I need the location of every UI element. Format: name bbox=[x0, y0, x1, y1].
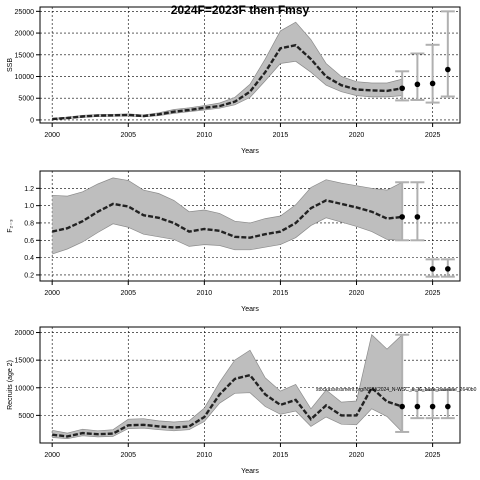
panel-1-y-tick-label-4: 20000 bbox=[15, 31, 35, 38]
page-title: 2024F=2023F then Fmsy bbox=[171, 3, 310, 17]
panel-2-y-axis-label: F₂₋₃ bbox=[7, 219, 14, 233]
panel-3-y-axis-label: Recruits (age 2) bbox=[7, 360, 14, 410]
panel-2-y-tick-label-4: 1.0 bbox=[24, 203, 34, 210]
panel-3-y-tick-label-2: 15000 bbox=[15, 358, 35, 365]
panel-2-estimate-line bbox=[51, 199, 403, 239]
panel-1-x-tick-label-2: 2010 bbox=[197, 132, 213, 139]
panel-3-y-tick-label-0: 5000 bbox=[18, 413, 34, 420]
panel-2-frame bbox=[39, 170, 461, 282]
panel-1-y-tick-label-1: 5000 bbox=[18, 96, 34, 103]
panel-3-x-tick-label-5: 2025 bbox=[425, 452, 441, 459]
panel-2-forecast-point-0 bbox=[399, 214, 405, 220]
panel-3-lower-bound-line bbox=[52, 392, 403, 439]
panel-2-y-tick-label-5: 1.2 bbox=[24, 186, 34, 193]
panel-2-forecast-point-2 bbox=[429, 266, 436, 272]
panel-2-confidence-band bbox=[52, 177, 403, 255]
panel-2-y-tick-label-0: 0.2 bbox=[24, 272, 34, 279]
panel-3-estimate-line bbox=[52, 373, 403, 438]
panel-2-x-tick-label-0: 2000 bbox=[44, 290, 60, 297]
panel-3-x-tick-label-0: 2000 bbox=[44, 452, 60, 459]
panel-2-x-tick-label-4: 2020 bbox=[349, 290, 365, 297]
panel-1-x-tick-label-3: 2015 bbox=[273, 132, 289, 139]
panel-3-forecast-point-3 bbox=[445, 403, 451, 410]
panel-3-forecast-point-2 bbox=[429, 403, 436, 410]
panel-3-x-tick-label-1: 2005 bbox=[120, 452, 136, 459]
annotation-text: stockassessment.org/NSSK2024_N-WSC_rr_f6… bbox=[316, 387, 477, 393]
panel-2-y-tick-label-1: 0.4 bbox=[24, 255, 34, 262]
panel-2-x-axis-label: Years bbox=[241, 306, 259, 313]
panel-2-upper-bound-line bbox=[52, 177, 403, 224]
panel-1-forecast-point-3 bbox=[445, 66, 451, 73]
panel-3-x-tick-label-2: 2010 bbox=[197, 452, 213, 459]
panel-1-x-tick-label-4: 2020 bbox=[349, 132, 365, 139]
panel-3-upper-bound-line bbox=[52, 334, 403, 434]
panel-1-y-tick-label-3: 15000 bbox=[15, 52, 35, 59]
panel-1-forecast-point-0 bbox=[399, 85, 405, 92]
panel-3-x-tick-label-4: 2020 bbox=[349, 452, 365, 459]
panel-3-forecast-point-1 bbox=[414, 403, 421, 410]
panel-2-y-tick-label-3: 0.8 bbox=[24, 220, 34, 227]
panel-1-x-tick-label-0: 2000 bbox=[44, 132, 60, 139]
panel-1-confidence-band bbox=[52, 22, 403, 120]
panel-1-y-tick-label-0: 0 bbox=[30, 117, 34, 124]
panel-1-x-tick-label-1: 2005 bbox=[120, 132, 136, 139]
panel-1-x-axis-label: Years bbox=[241, 148, 259, 155]
panel-3-x-axis-label: Years bbox=[241, 468, 259, 475]
panel-2-x-tick-label-5: 2025 bbox=[425, 290, 441, 297]
panel-2-lower-bound-line bbox=[52, 217, 403, 255]
panel-3-y-tick-label-3: 20000 bbox=[15, 330, 35, 337]
panel-1-frame bbox=[39, 6, 461, 124]
panel-2-x-tick-label-1: 2005 bbox=[120, 290, 136, 297]
panel-1-estimate-line bbox=[52, 43, 403, 121]
panel-2-forecast-point-3 bbox=[445, 266, 451, 272]
panel-2-x-tick-label-2: 2010 bbox=[197, 290, 213, 297]
panel-3-x-tick-label-3: 2015 bbox=[273, 452, 289, 459]
panel-3-forecast-point-0 bbox=[399, 403, 405, 410]
panel-2-y-tick-label-2: 0.6 bbox=[24, 238, 34, 245]
panel-3-confidence-band bbox=[52, 334, 403, 439]
panel-3-frame bbox=[39, 326, 461, 444]
panel-2-forecast-point-1 bbox=[414, 214, 421, 220]
panel-1-y-axis-label: SSB bbox=[7, 58, 14, 72]
panel-2-x-tick-label-3: 2015 bbox=[273, 290, 289, 297]
panel-3-y-tick-label-1: 10000 bbox=[15, 385, 35, 392]
panel-1-y-tick-label-2: 10000 bbox=[15, 74, 35, 81]
panel-1-y-tick-label-5: 25000 bbox=[15, 9, 35, 16]
panel-1-x-tick-label-5: 2025 bbox=[425, 132, 441, 139]
panel-1-forecast-point-2 bbox=[429, 80, 436, 87]
panel-1-forecast-point-1 bbox=[414, 81, 421, 88]
